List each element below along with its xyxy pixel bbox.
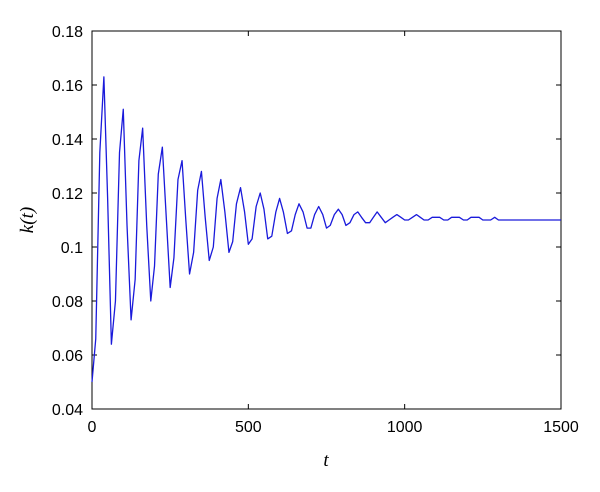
y-tick-label: 0.1 [61, 240, 83, 257]
y-tick-label: 0.16 [52, 78, 83, 95]
y-tick-label: 0.08 [52, 294, 83, 311]
x-tick-label: 0 [88, 419, 97, 436]
y-tick-label: 0.06 [52, 348, 83, 365]
x-tick-label: 500 [235, 419, 262, 436]
x-tick-label: 1500 [543, 419, 579, 436]
y-tick-label: 0.04 [52, 402, 83, 419]
tick-labels: 0 500 1000 1500 0.04 0.06 0.08 0.1 0.12 0.14 0.16 0… [52, 24, 579, 436]
axis-ticks [91, 30, 562, 410]
y-tick-label: 0.18 [52, 24, 83, 41]
series-line-k-t [91, 76, 561, 383]
y-tick-label: 0.12 [52, 186, 83, 203]
x-tick-label: 1000 [387, 419, 423, 436]
y-axis-label: k(t) [17, 207, 38, 233]
x-axis-label: t [323, 450, 329, 471]
y-tick-label: 0.14 [52, 132, 83, 149]
